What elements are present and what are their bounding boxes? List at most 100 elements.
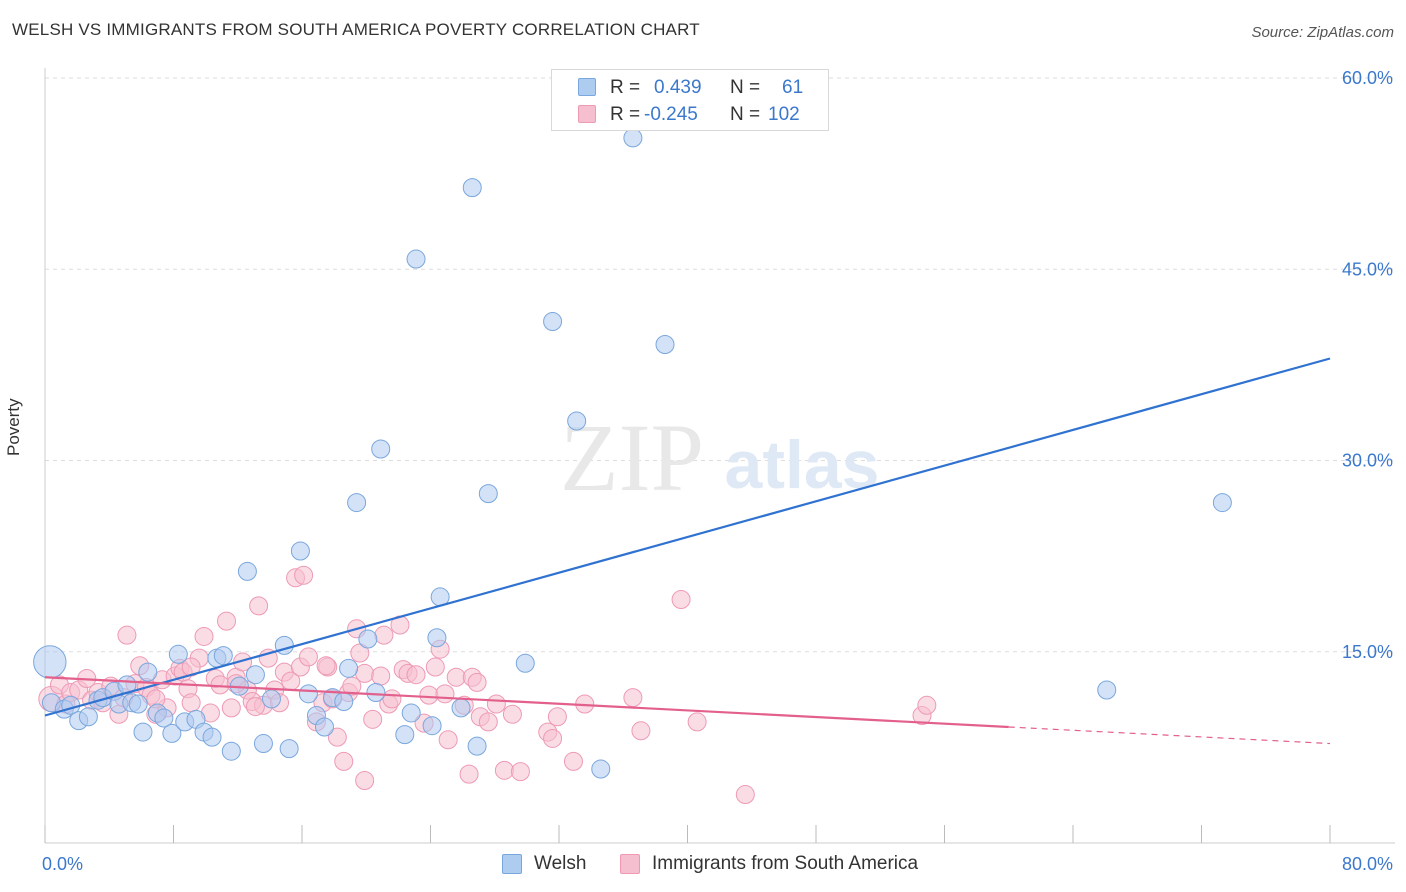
immigrants-point-99 [245,697,265,717]
immigrants-point-97 [181,657,201,677]
welsh-point-44 [395,725,415,745]
welsh-point-47 [422,716,442,736]
immigrants-r-label: R = [610,104,641,125]
watermark-atlas: atlas [725,427,880,503]
welsh-point-38 [334,691,354,711]
welsh-point-30 [261,689,281,709]
immigrants-point-69 [425,657,445,677]
immigrants-point-83 [510,762,530,782]
welsh-point-29 [253,734,273,754]
immigrants-point-85 [543,728,563,748]
immigrants-point-12 [117,625,137,645]
x-tick-label-max: 80.0% [1342,854,1393,874]
welsh-point-25 [221,741,241,761]
immigrants-point-66 [406,665,426,685]
welsh-point-39 [339,658,359,678]
welsh-point-42 [366,683,386,703]
welsh-point-51 [462,178,482,198]
immigrants-point-90 [631,721,651,741]
immigrants-point-36 [249,596,269,616]
immigrants-point-52 [334,751,354,771]
welsh-point-5 [78,707,98,727]
y-tick-label-0: 15.0% [1342,642,1393,662]
welsh-point-40 [347,493,367,513]
immigrants-point-30 [217,611,237,631]
source-label: Source: ZipAtlas.com [1251,24,1394,41]
immigrants-point-89 [623,688,643,708]
welsh-point-43 [371,439,391,459]
immigrants-point-71 [435,684,455,704]
welsh-r-value: 0.439 [654,77,702,98]
welsh-r-label: R = [610,77,641,98]
immigrants-point-59 [371,666,391,686]
immigrants-point-46 [298,647,318,667]
immigrants-point-58 [363,709,383,729]
welsh-point-58 [623,128,643,148]
legend-immigrants-swatch [620,854,640,874]
welsh-point-34 [298,684,318,704]
immigrants-swatch [578,105,596,123]
immigrants-point-86 [547,707,567,727]
welsh-point-14 [138,662,158,682]
immigrants-point-95 [917,695,937,715]
immigrants-point-33 [233,652,253,672]
y-tick-label-1: 30.0% [1342,451,1393,471]
immigrants-point-79 [478,712,498,732]
immigrants-point-96 [316,656,336,676]
tick-labels: 15.0% 30.0% 45.0% 60.0% 0.0% 80.0% [42,68,1393,874]
welsh-point-17 [162,723,182,743]
axes [44,68,1395,844]
stats-row-welsh: R = 0.439 N = 61 [552,74,828,100]
welsh-point-12 [128,694,148,714]
welsh-points [33,128,1232,779]
immigrants-point-92 [687,712,707,732]
immigrants-point-93 [735,785,755,805]
legend-welsh-label: Welsh [534,853,587,874]
immigrants-trend-extension [1008,726,1331,745]
welsh-point-18 [168,644,188,664]
watermark: ZIP atlas [560,404,880,511]
chart-title: WELSH VS IMMIGRANTS FROM SOUTH AMERICA P… [12,20,700,39]
immigrants-point-81 [494,760,514,780]
welsh-n-value: 61 [782,77,804,98]
immigrants-point-77 [467,672,487,692]
immigrants-r-value: -0.245 [644,104,698,125]
welsh-point-33 [290,541,310,561]
immigrants-point-87 [563,751,583,771]
immigrants-point-82 [502,704,522,724]
welsh-point-54 [515,653,535,673]
immigrants-point-60 [374,625,394,645]
immigrants-point-98 [355,771,375,791]
welsh-point-16 [154,708,174,728]
immigrants-point-91 [671,589,691,609]
immigrants-point-75 [459,764,479,784]
immigrants-trend-line [44,676,1009,729]
immigrants-point-51 [327,727,347,747]
immigrants-n-value: 102 [768,104,800,125]
welsh-swatch [578,78,596,96]
legend-welsh-swatch [502,854,522,874]
immigrants-point-31 [221,698,241,718]
welsh-point-41 [358,629,378,649]
immigrants-point-73 [446,667,466,687]
welsh-point-45 [401,703,421,723]
welsh-point-48 [427,628,447,648]
immigrants-point-80 [486,694,506,714]
welsh-point-52 [467,736,487,756]
welsh-point-56 [567,411,587,431]
welsh-point-57 [591,759,611,779]
welsh-point-53 [478,484,498,504]
immigrants-point-45 [294,565,314,585]
welsh-point-0 [33,645,67,679]
immigrants-point-72 [438,730,458,750]
welsh-point-60 [1097,680,1117,700]
welsh-n-label: N = [730,77,761,98]
trend-lines [44,357,1331,745]
y-tick-label-3: 60.0% [1342,68,1393,88]
welsh-point-59 [655,334,675,354]
stats-row-immigrants: R = -0.245 N = 102 [552,101,828,127]
welsh-point-22 [202,727,222,747]
y-axis-label: Poverty [4,398,23,456]
bottom-legend: Welsh Immigrants from South America [0,852,1406,878]
